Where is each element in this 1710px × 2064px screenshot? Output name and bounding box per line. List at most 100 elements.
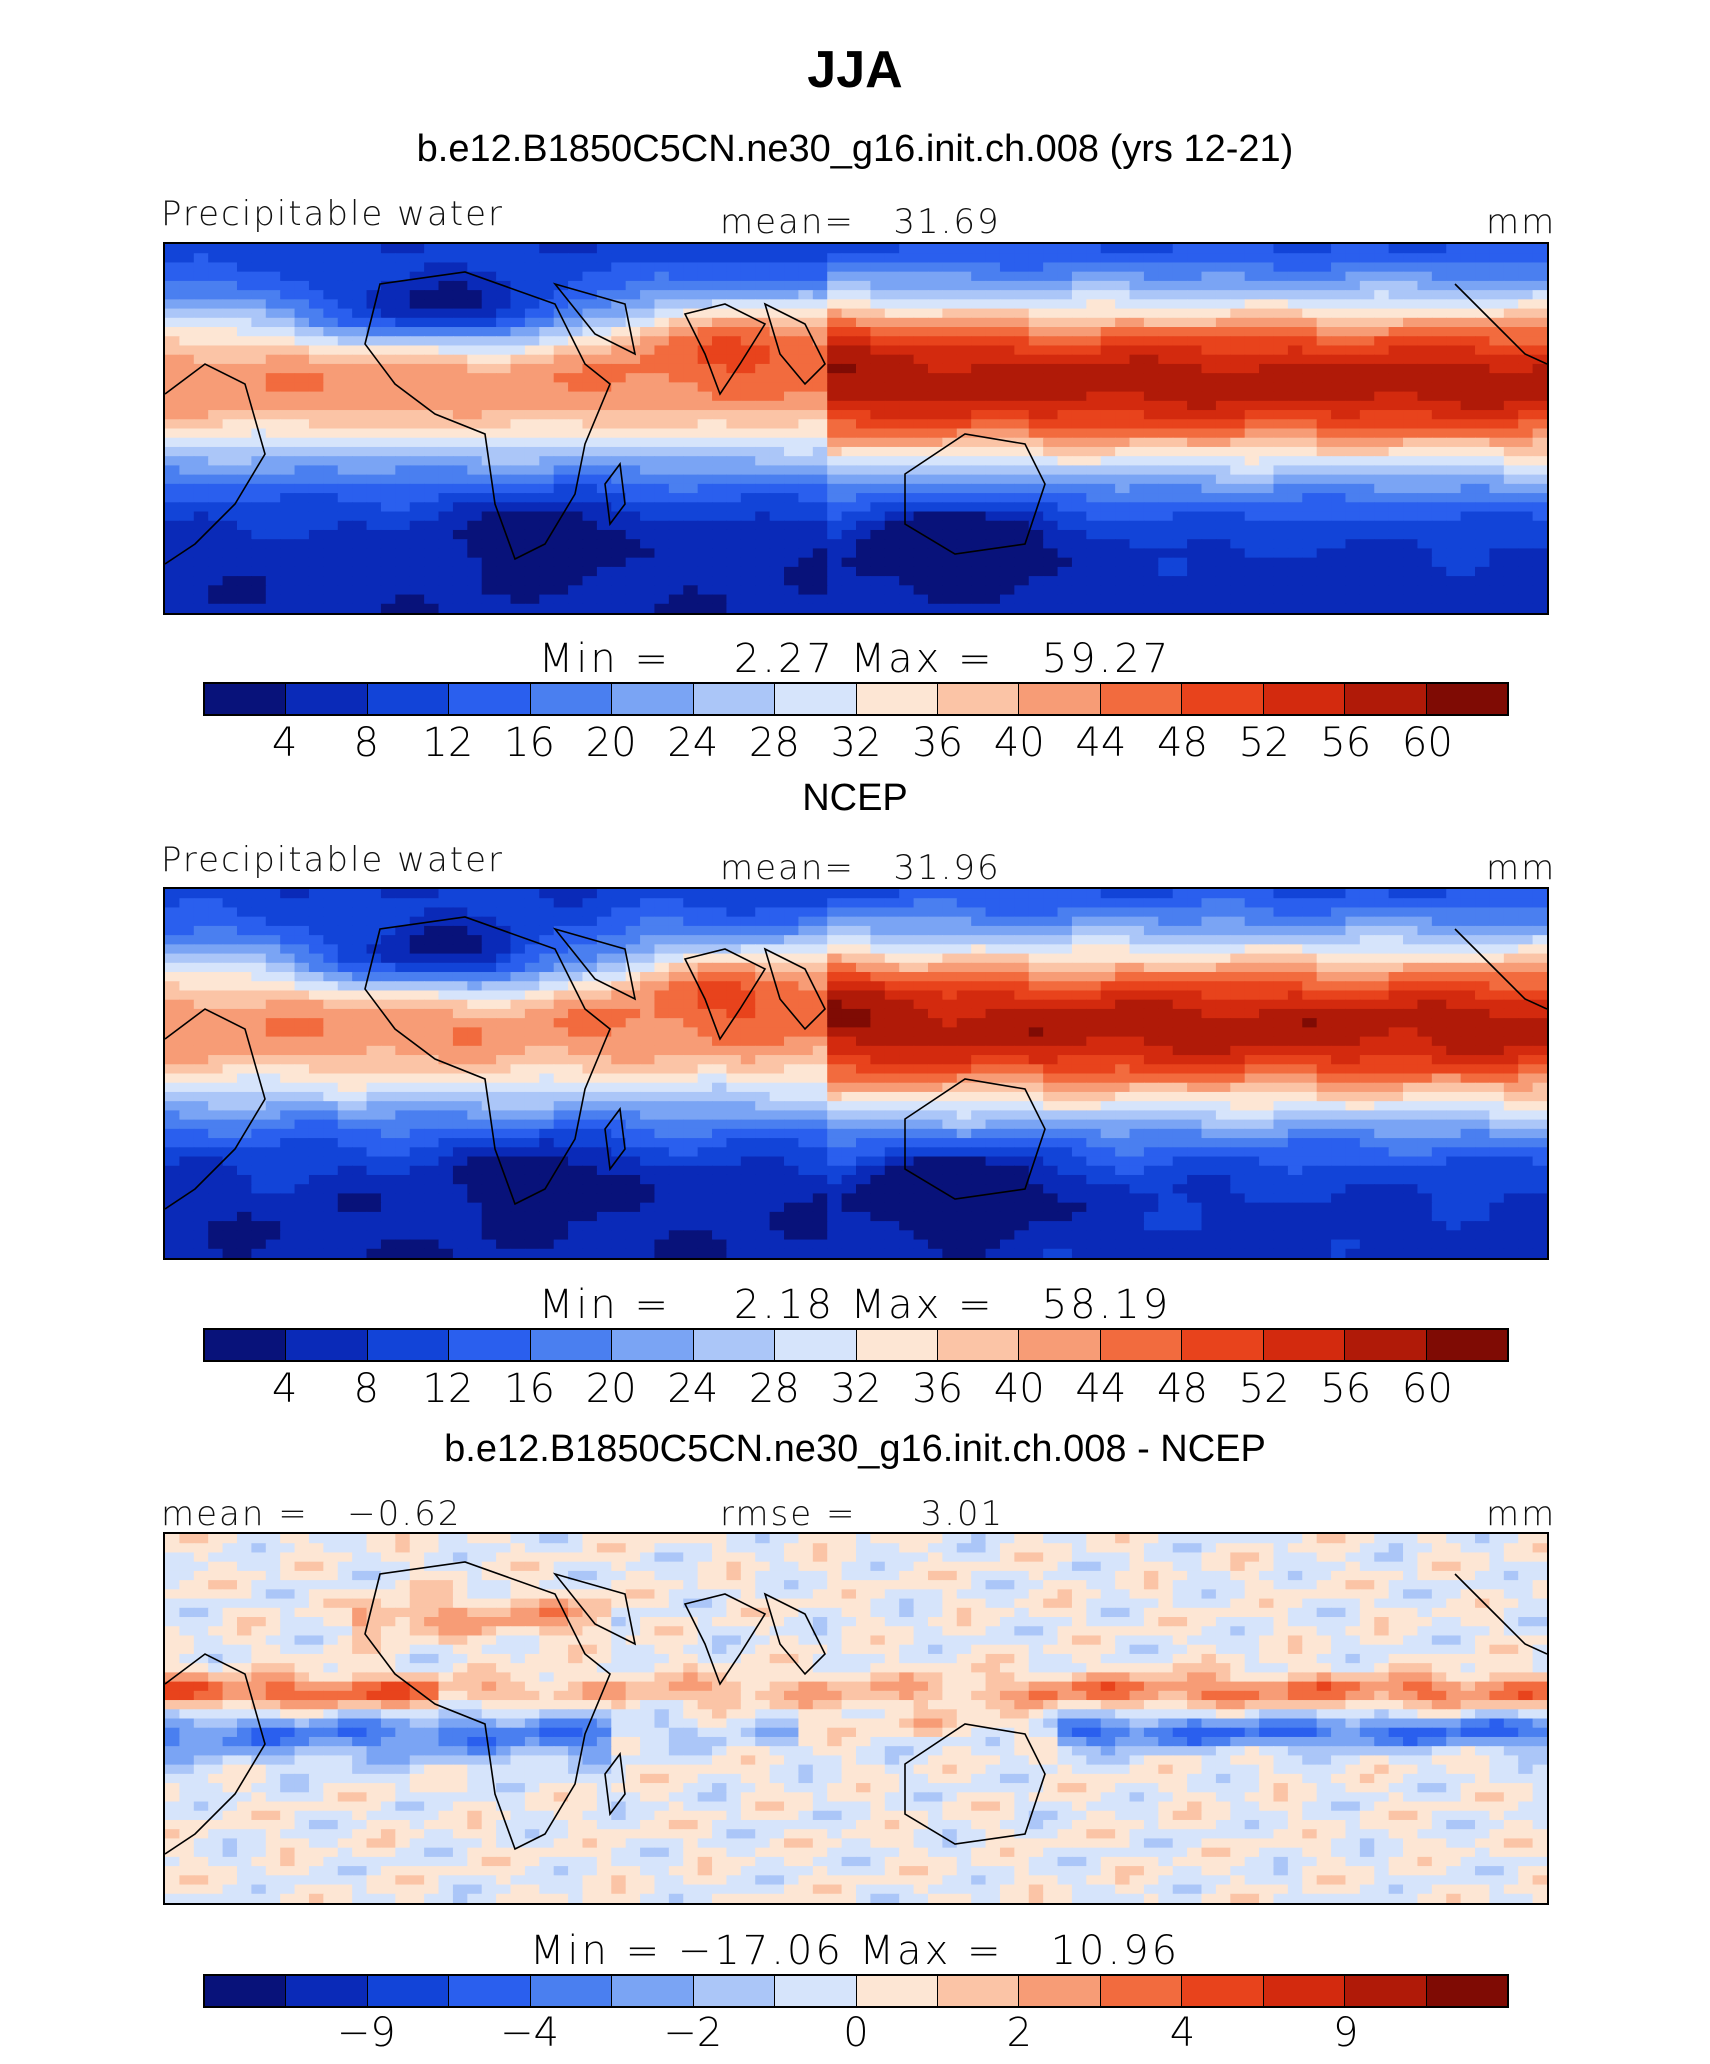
contour-cell bbox=[712, 327, 728, 337]
contour-cell bbox=[582, 576, 598, 586]
contour-cell bbox=[1158, 907, 1174, 918]
contour-cell bbox=[323, 382, 339, 393]
contour-cell bbox=[1259, 428, 1275, 439]
contour-cell bbox=[654, 502, 670, 513]
contour-cell bbox=[1359, 566, 1375, 577]
contour-cell bbox=[467, 299, 483, 310]
contour-cell bbox=[769, 290, 785, 300]
contour-cell bbox=[524, 962, 540, 973]
contour-cell bbox=[1359, 382, 1375, 393]
contour-cell bbox=[1518, 898, 1534, 909]
contour-cell bbox=[942, 594, 958, 605]
contour-cell bbox=[611, 382, 627, 393]
contour-cell bbox=[726, 925, 742, 936]
contour-cell bbox=[654, 410, 670, 420]
contour-cell bbox=[251, 907, 267, 918]
contour-cell bbox=[1403, 465, 1419, 476]
contour-cell bbox=[1057, 962, 1073, 973]
contour-cell bbox=[1374, 539, 1390, 550]
contour-cell bbox=[1287, 382, 1303, 393]
contour-cell bbox=[1043, 244, 1059, 254]
contour-cell bbox=[179, 280, 195, 291]
contour-cell bbox=[1287, 511, 1303, 522]
contour-cell bbox=[337, 280, 353, 291]
contour-cell bbox=[1143, 529, 1159, 540]
contour-cell bbox=[222, 483, 238, 494]
contour-cell bbox=[165, 280, 180, 291]
contour-cell bbox=[496, 382, 512, 393]
contour-cell bbox=[582, 981, 598, 992]
contour-cell bbox=[337, 907, 353, 918]
contour-cell bbox=[654, 317, 670, 328]
contour-cell bbox=[841, 373, 857, 383]
contour-cell bbox=[438, 898, 454, 909]
contour-cell bbox=[352, 511, 368, 522]
contour-cell bbox=[337, 391, 353, 402]
contour-cell bbox=[956, 511, 972, 522]
contour-cell bbox=[568, 944, 584, 955]
contour-cell bbox=[208, 557, 224, 568]
contour-cell bbox=[1316, 474, 1332, 485]
contour-cell bbox=[337, 962, 353, 973]
contour-cell bbox=[913, 603, 929, 613]
contour-cell bbox=[1028, 576, 1044, 586]
contour-cell bbox=[568, 916, 584, 927]
contour-cell bbox=[899, 465, 915, 476]
contour-cell bbox=[1431, 520, 1447, 531]
contour-cell bbox=[1446, 916, 1462, 927]
contour-cell bbox=[1518, 907, 1534, 918]
contour-cell bbox=[1086, 363, 1102, 374]
contour-cell bbox=[1043, 456, 1059, 466]
contour-cell bbox=[481, 916, 497, 927]
contour-cell bbox=[942, 446, 958, 457]
contour-cell bbox=[625, 410, 641, 420]
contour-cell bbox=[539, 474, 555, 485]
contour-cell bbox=[827, 981, 843, 992]
contour-cell bbox=[1403, 566, 1419, 577]
contour-cell bbox=[1115, 280, 1131, 291]
contour-cell bbox=[755, 391, 771, 402]
contour-cell bbox=[927, 244, 943, 254]
contour-cell bbox=[1014, 290, 1030, 300]
contour-cell bbox=[668, 373, 684, 383]
contour-cell bbox=[510, 539, 526, 550]
contour-cell bbox=[380, 585, 396, 596]
contour-cell bbox=[1403, 529, 1419, 540]
contour-cell bbox=[1129, 972, 1145, 982]
contour-cell bbox=[985, 953, 1001, 964]
contour-cell bbox=[294, 925, 310, 936]
contour-cell bbox=[510, 493, 526, 503]
contour-cell bbox=[640, 990, 656, 1001]
contour-cell bbox=[1215, 253, 1231, 264]
contour-cell bbox=[308, 400, 324, 411]
contour-cell bbox=[640, 419, 656, 430]
contour-cell bbox=[1532, 916, 1547, 927]
contour-cell bbox=[582, 299, 598, 310]
contour-cell bbox=[337, 981, 353, 992]
contour-cell bbox=[1028, 925, 1044, 936]
contour-cell bbox=[1115, 363, 1131, 374]
contour-cell bbox=[1071, 898, 1087, 909]
contour-cell bbox=[956, 280, 972, 291]
contour-cell bbox=[999, 317, 1015, 328]
contour-cell bbox=[481, 465, 497, 476]
contour-cell bbox=[1273, 520, 1289, 531]
contour-cell bbox=[352, 898, 368, 909]
contour-cell bbox=[769, 446, 785, 457]
contour-cell bbox=[496, 585, 512, 596]
contour-cell bbox=[1259, 944, 1275, 955]
contour-cell bbox=[1158, 290, 1174, 300]
contour-cell bbox=[899, 382, 915, 393]
contour-cell bbox=[899, 419, 915, 430]
contour-cell bbox=[726, 271, 742, 282]
panel-1-units-label: mm bbox=[1486, 202, 1557, 242]
contour-cell bbox=[827, 465, 843, 476]
contour-cell bbox=[280, 585, 296, 596]
contour-cell bbox=[927, 271, 943, 282]
contour-cell bbox=[870, 585, 886, 596]
contour-cell bbox=[1273, 889, 1289, 899]
contour-cell bbox=[1431, 317, 1447, 328]
contour-cell bbox=[165, 529, 180, 540]
coastline bbox=[604, 461, 626, 527]
contour-cell bbox=[999, 244, 1015, 254]
